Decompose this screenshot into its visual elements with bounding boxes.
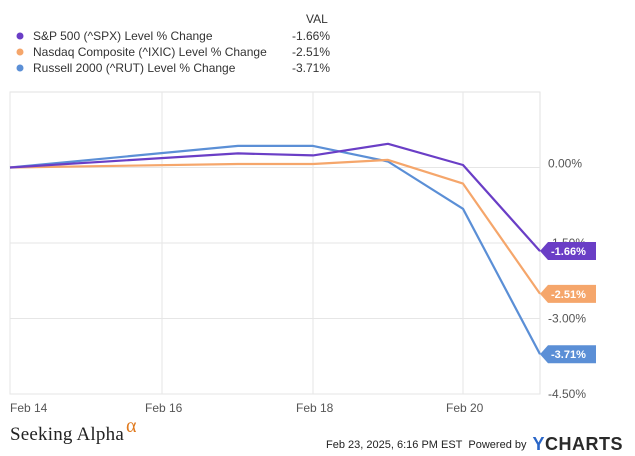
ycharts-logo-text: CHARTS — [545, 434, 623, 454]
legend-marker — [16, 64, 24, 72]
legend-series-value: -3.71% — [292, 61, 330, 75]
badge-shape — [540, 284, 596, 303]
legend: S&P 500 (^SPX) Level % Change -1.66% Nasda… — [16, 29, 330, 75]
badge-shape — [540, 345, 596, 364]
seeking-alpha-logo: Seeking Alpha α — [10, 415, 137, 446]
legend-series-value: -1.66% — [292, 29, 330, 43]
badge-value: -2.51% — [551, 289, 586, 301]
legend-value-header: VAL — [306, 12, 328, 26]
end-value-badge: -1.66% — [540, 242, 596, 261]
end-value-badge: -2.51% — [540, 284, 596, 303]
grid — [9, 91, 541, 395]
series-line — [9, 142, 541, 252]
alpha-mark-icon: α — [125, 415, 137, 437]
end-value-badges: -1.66% -2.51% -3.71% — [540, 242, 596, 364]
legend-marker — [16, 32, 24, 40]
footer-credit: Feb 23, 2025, 6:16 PM EST Powered by YCH… — [326, 434, 623, 455]
y-tick-label: -4.50% — [548, 387, 586, 401]
x-tick-label: Feb 20 — [446, 401, 484, 415]
legend-series-value: -2.51% — [292, 45, 330, 59]
brand-name: Seeking Alpha — [10, 424, 124, 445]
series-line — [9, 158, 541, 295]
x-tick-label: Feb 18 — [296, 401, 334, 415]
legend-series-name: Russell 2000 (^RUT) Level % Change — [33, 61, 236, 75]
series-line — [9, 144, 541, 355]
y-tick-label: -3.00% — [548, 312, 586, 326]
x-tick-label: Feb 14 — [10, 401, 48, 415]
line-chart: VAL S&P 500 (^SPX) Level % Change -1.66% N… — [9, 12, 596, 416]
end-value-badge: -3.71% — [540, 345, 596, 364]
badge-shape — [540, 242, 596, 261]
powered-by-label: Powered by — [468, 438, 527, 451]
badge-value: -1.66% — [551, 246, 586, 258]
legend-series-name: S&P 500 (^SPX) Level % Change — [33, 29, 213, 43]
badge-value: -3.71% — [551, 349, 586, 361]
series-layer — [9, 142, 541, 355]
ycharts-logo: YCHARTS — [532, 434, 623, 455]
legend-marker — [16, 48, 24, 56]
timestamp: Feb 23, 2025, 6:16 PM EST — [326, 438, 463, 451]
ycharts-logo-y: Y — [532, 434, 545, 454]
legend-series-name: Nasdaq Composite (^IXIC) Level % Change — [33, 45, 267, 59]
y-tick-label: 0.00% — [548, 157, 582, 171]
x-tick-label: Feb 16 — [145, 401, 183, 415]
